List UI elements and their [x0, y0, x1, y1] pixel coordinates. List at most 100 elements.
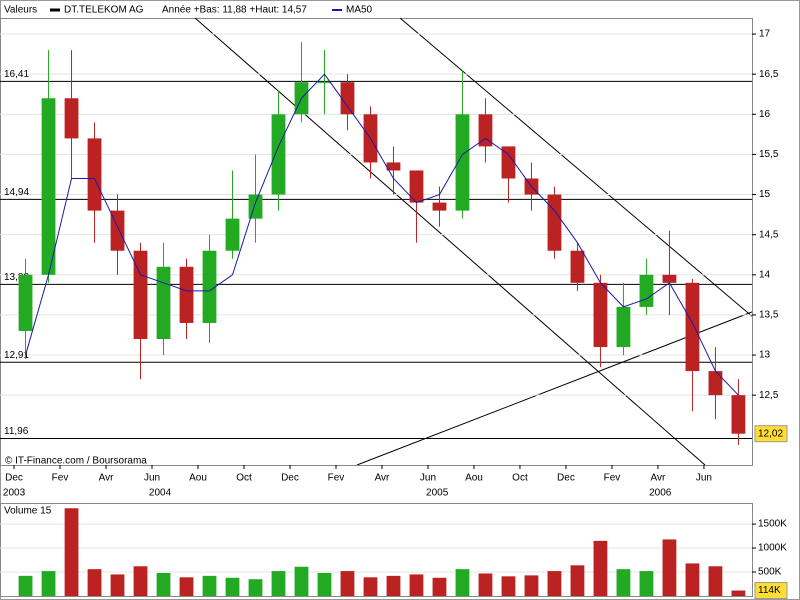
candle-body — [248, 194, 263, 219]
candle-body — [225, 218, 240, 251]
x-tick-label: Oct — [512, 473, 528, 484]
volume-bar — [225, 577, 240, 596]
y-tick-label: 13 — [759, 350, 771, 361]
source: © IT-Finance.com / Boursorama — [5, 456, 147, 467]
trend-line — [399, 18, 752, 317]
volume-bar — [41, 571, 56, 596]
x-tick-label: Dec — [557, 473, 575, 484]
volume-bar — [455, 569, 470, 596]
y-tick-label: 16 — [759, 109, 771, 120]
y-tick-label: 500K — [758, 567, 782, 578]
candle-body — [616, 306, 631, 348]
volume-bar — [524, 575, 539, 596]
candle-body — [662, 274, 677, 283]
candle-body — [455, 114, 470, 211]
last-volume-label: 114K — [758, 585, 781, 596]
trend-line — [194, 18, 706, 465]
volume-bar — [570, 565, 585, 596]
last-price-label: 12,02 — [758, 428, 783, 439]
volume-title: Volume 15 — [4, 506, 52, 517]
candle-body — [731, 395, 746, 434]
x-tick-label: Aou — [465, 473, 483, 484]
candle-body — [340, 82, 355, 115]
x-tick-label: Avr — [99, 473, 114, 484]
candle-body — [708, 371, 723, 396]
candle-body — [593, 282, 608, 348]
x-tick-label: Aou — [189, 473, 207, 484]
candle-body — [64, 98, 79, 139]
volume-bar — [156, 572, 171, 596]
volume-bar — [340, 571, 355, 596]
ma-line — [25, 73, 739, 396]
year-label: 2003 — [3, 488, 26, 499]
candle-body — [501, 146, 516, 179]
volume-bar — [87, 569, 102, 596]
volume-bar — [133, 566, 148, 596]
header-name: DT.TELEKOM AG — [64, 5, 144, 16]
volume-bar — [386, 575, 401, 596]
volume-bar — [731, 590, 746, 596]
level-label: 11,96 — [4, 426, 29, 437]
volume-bar — [317, 572, 332, 596]
last-price-box — [754, 425, 788, 443]
candle-body — [547, 194, 562, 251]
candle-body — [156, 266, 171, 340]
candle-body — [639, 274, 654, 307]
x-tick-label: Jun — [696, 473, 712, 484]
candle-body — [317, 82, 332, 84]
volume-bar — [179, 577, 194, 596]
y-tick-label: 16,5 — [759, 69, 779, 80]
volume-bar — [18, 575, 33, 596]
volume-bar — [363, 577, 378, 596]
y-tick-label: 12,5 — [759, 390, 779, 401]
volume-bar — [708, 566, 723, 596]
year-label: 2006 — [649, 488, 672, 499]
candle-body — [133, 250, 148, 340]
volume-bar — [616, 569, 631, 596]
level-label: 14,94 — [4, 187, 29, 198]
volume-panel — [0, 503, 753, 597]
x-tick-label: Dec — [281, 473, 299, 484]
price-panel — [0, 18, 753, 466]
candle-body — [685, 282, 700, 372]
candle-body — [570, 250, 585, 283]
candle-body — [409, 170, 424, 203]
header-label: Valeurs — [4, 5, 37, 16]
candle-body — [87, 138, 102, 211]
legend-ma: MA50 — [346, 5, 373, 16]
x-tick-label: Avr — [375, 473, 390, 484]
y-tick-label: 13,5 — [759, 310, 779, 321]
level-label: 16,41 — [4, 69, 29, 80]
last-volume-box — [754, 582, 788, 600]
volume-bar — [478, 573, 493, 596]
x-tick-label: Oct — [236, 473, 252, 484]
volume-bar — [409, 574, 424, 596]
candle-body — [386, 162, 401, 171]
y-tick-label: 14,5 — [759, 229, 779, 240]
volume-bar — [639, 571, 654, 596]
volume-bar — [64, 508, 79, 596]
candle-body — [432, 202, 447, 211]
volume-bar — [685, 563, 700, 596]
volume-bar — [432, 577, 447, 596]
x-tick-label: Fev — [52, 473, 69, 484]
x-tick-label: Dec — [5, 473, 23, 484]
candle-body — [18, 274, 33, 331]
x-tick-label: Avr — [651, 473, 666, 484]
level-label: 13,88 — [4, 272, 29, 283]
y-tick-label: 1000K — [758, 543, 787, 554]
volume-bar — [110, 574, 125, 596]
volume-bar — [501, 576, 516, 596]
candle-body — [271, 114, 286, 195]
volume-bar — [593, 540, 608, 596]
x-tick-label: Jun — [144, 473, 160, 484]
level-label: 12,91 — [4, 350, 29, 361]
volume-bar — [248, 579, 263, 596]
volume-bar — [662, 539, 677, 596]
year-label: 2005 — [426, 488, 449, 499]
y-tick-label: 15,5 — [759, 149, 779, 160]
header-range: Année +Bas: 11,88 +Haut: 14,57 — [162, 5, 307, 16]
x-tick-label: Fev — [604, 473, 621, 484]
